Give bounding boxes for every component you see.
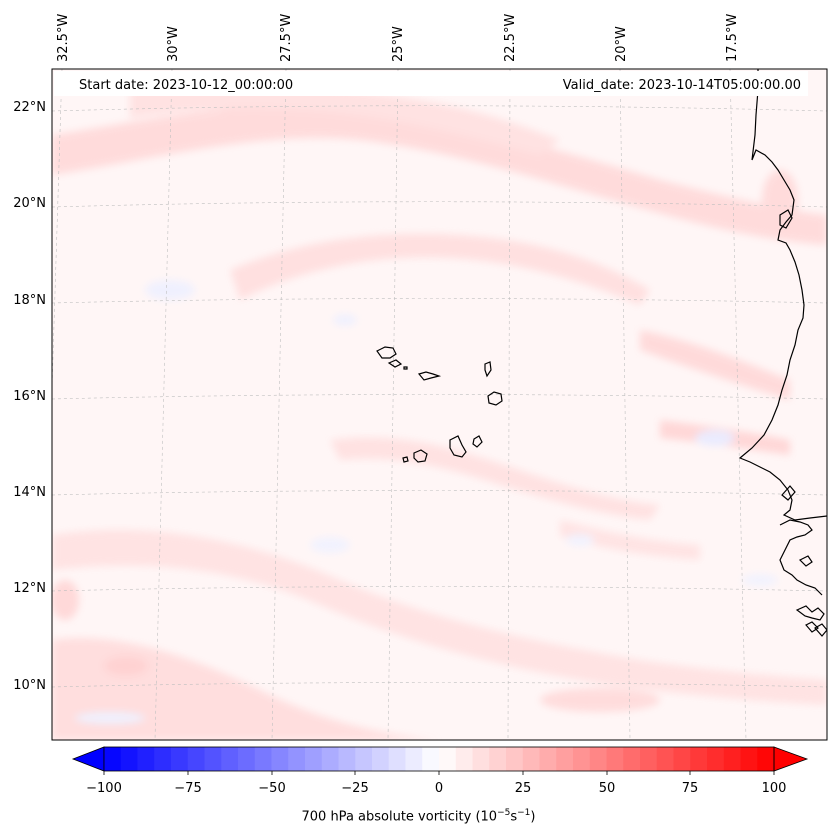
colorbar-step [573, 747, 591, 771]
lat-label: 14°N [13, 485, 46, 500]
colorbar-step [656, 747, 674, 771]
island-brava [402, 456, 409, 463]
date-header-strip [54, 71, 808, 96]
colorbar-step [439, 747, 457, 771]
lat-label: 12°N [13, 581, 46, 596]
cb-label-end: ) [530, 809, 536, 825]
colorbar-step [187, 747, 205, 771]
colorbar-step [305, 747, 323, 771]
colorbar-step [757, 747, 775, 771]
vorticity-field [52, 84, 827, 740]
gridlines [52, 69, 827, 740]
cb-tick-label: 75 [682, 781, 699, 796]
colorbar-step [204, 747, 222, 771]
colorbar-step [321, 747, 339, 771]
colorbar-step [690, 747, 708, 771]
cb-tick-label: 100 [762, 781, 787, 796]
colorbar-step [355, 747, 373, 771]
lon-label: 20°W [614, 26, 629, 62]
cb-label-exp2: −1 [517, 808, 531, 818]
colorbar-step [338, 747, 356, 771]
island-maio [472, 435, 483, 448]
colorbar-step [472, 747, 490, 771]
colorbar-step [556, 747, 574, 771]
island-santiago [449, 435, 467, 458]
colorbar-step [154, 747, 172, 771]
africa-coastline [738, 69, 827, 521]
colorbar-step [606, 747, 624, 771]
colorbar-step [171, 747, 189, 771]
colorbar-step [405, 747, 423, 771]
cb-tick-label: −75 [174, 781, 201, 796]
colorbar-step [506, 747, 524, 771]
lat-label: 10°N [13, 678, 46, 693]
lon-label: 22.5°W [503, 14, 518, 62]
cb-tick-label: −50 [258, 781, 285, 796]
island-santo-antao [376, 346, 397, 359]
colorbar-step [623, 747, 641, 771]
colorbar-step [238, 747, 256, 771]
cb-label-main: 700 hPa absolute vorticity (10 [301, 809, 498, 825]
colorbar-tick-labels: −100 −75 −50 −25 0 25 50 75 100 [86, 781, 786, 796]
map-frame [51, 68, 828, 741]
lon-label: 25°W [391, 26, 406, 62]
colorbar-step [640, 747, 658, 771]
colorbar-step [388, 747, 406, 771]
lon-label: 17.5°W [725, 14, 740, 62]
colorbar-step [288, 747, 306, 771]
cb-tick-label: −100 [86, 781, 122, 796]
cb-label-exp1: −5 [497, 808, 511, 818]
lat-label: 16°N [13, 389, 46, 404]
colorbar-label: 700 hPa absolute vorticity (10−5s−1) [0, 808, 837, 824]
start-date-label: Start date: 2023-10-12_00:00:00 [79, 78, 294, 93]
colorbar-step [271, 747, 289, 771]
cb-label-mid: s [510, 809, 518, 825]
cb-tick-label: 50 [599, 781, 616, 796]
colorbar-step [422, 747, 440, 771]
colorbar-step [539, 747, 557, 771]
island-sao-nicolau [417, 371, 442, 381]
colorbar-step [723, 747, 741, 771]
colorbar-step [221, 747, 239, 771]
lon-label: 32.5°W [56, 14, 71, 62]
island-boa-vista [487, 391, 503, 406]
coastlines [738, 69, 827, 637]
colorbar-step [589, 747, 607, 771]
colorbar-step [254, 747, 272, 771]
cape-verde-islands [376, 346, 503, 463]
longitude-labels: 32.5°W 30°W 27.5°W 25°W 22.5°W 20°W 17.5… [56, 14, 740, 62]
lat-label: 20°N [13, 196, 46, 211]
colorbar-step [372, 747, 390, 771]
colorbar-step [104, 747, 122, 771]
lat-label: 18°N [13, 293, 46, 308]
island-sal [484, 361, 492, 378]
colorbar-step [137, 747, 155, 771]
island-sao-vicente [387, 359, 403, 368]
colorbar-step [707, 747, 725, 771]
lat-label: 22°N [13, 100, 46, 115]
colorbar-step [740, 747, 758, 771]
colorbar-max-arrow [773, 746, 809, 772]
cb-tick-label: 25 [515, 781, 532, 796]
cb-tick-label: 0 [435, 781, 443, 796]
colorbar-steps [104, 747, 775, 771]
colorbar: −100 −75 −50 −25 0 25 50 75 100 [71, 746, 809, 796]
latitude-labels: 22°N 20°N 18°N 16°N 14°N 12°N 10°N [13, 100, 46, 693]
colorbar-step [120, 747, 138, 771]
colorbar-min-arrow [71, 746, 105, 772]
colorbar-step [522, 747, 540, 771]
colorbar-step [489, 747, 507, 771]
cb-tick-label: −25 [341, 781, 368, 796]
island-fogo [413, 449, 428, 463]
colorbar-ticks [103, 771, 775, 775]
island-santa-luzia [403, 366, 408, 370]
colorbar-step [455, 747, 473, 771]
lon-label: 30°W [166, 26, 181, 62]
colorbar-step [673, 747, 691, 771]
map-panel [52, 69, 827, 740]
valid-date-label: Valid_date: 2023-10-14T05:00:00.00 [562, 78, 801, 93]
lon-label: 27.5°W [279, 14, 294, 62]
